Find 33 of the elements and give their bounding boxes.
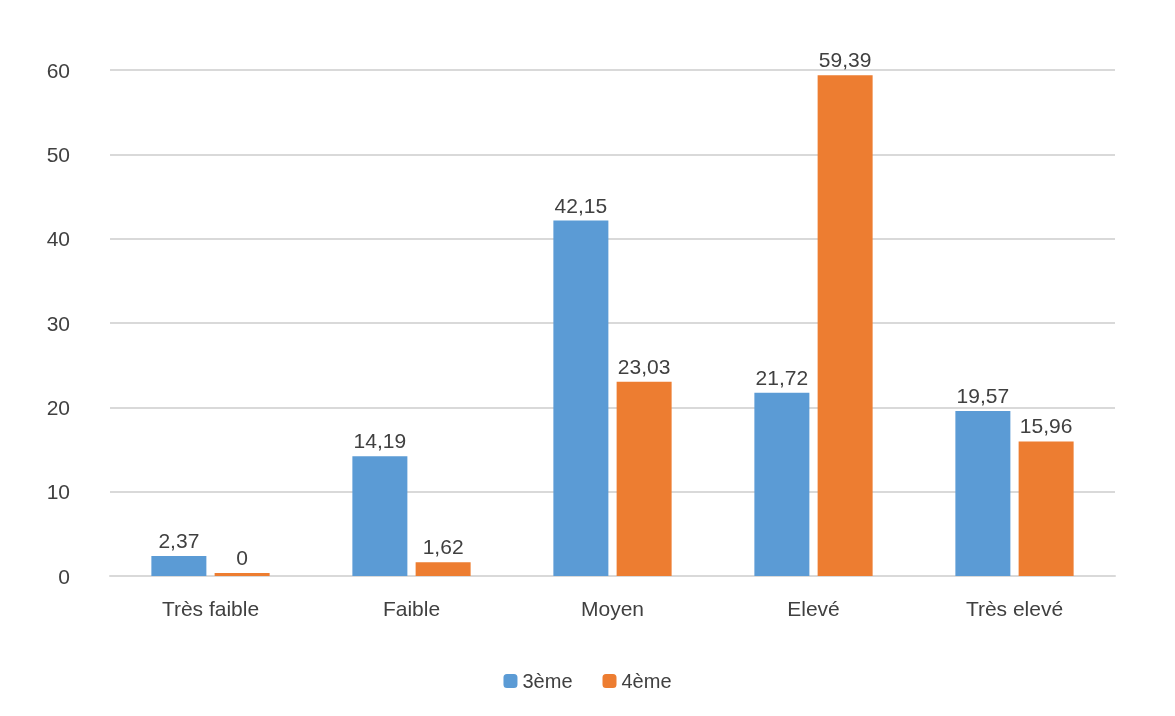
- y-tick-label: 60: [46, 58, 70, 82]
- legend-label: 3ème: [522, 670, 573, 692]
- data-label: 42,15: [554, 193, 608, 217]
- x-tick-label: Très elevé: [965, 597, 1064, 620]
- y-tick-label: 0: [58, 564, 70, 588]
- bar: [754, 392, 810, 576]
- data-label: 2,37: [158, 529, 200, 553]
- y-tick-label: 20: [46, 395, 70, 419]
- x-tick-label: Elevé: [787, 597, 840, 620]
- data-label: 59,39: [818, 48, 872, 72]
- x-tick-label: Moyen: [580, 597, 645, 620]
- x-tick-label: Très faible: [161, 597, 260, 620]
- bar: [616, 381, 672, 576]
- data-label: 23,03: [617, 354, 671, 378]
- data-label: 14,19: [353, 429, 407, 453]
- y-tick-label: 10: [46, 480, 70, 504]
- data-label: 21,72: [755, 365, 809, 389]
- data-label: 19,57: [956, 383, 1010, 407]
- x-tick-label: Faible: [382, 597, 441, 620]
- bar: [817, 75, 873, 576]
- bar: [415, 562, 471, 576]
- y-tick-label: 30: [46, 311, 70, 335]
- data-label: 15,96: [1019, 414, 1073, 438]
- data-label: 1,62: [422, 535, 464, 559]
- bar: [151, 556, 207, 576]
- y-tick-label: 50: [46, 142, 70, 166]
- bar: [352, 456, 408, 576]
- legend-label: 4ème: [621, 670, 672, 692]
- y-tick-label: 40: [46, 227, 70, 251]
- bar: [955, 410, 1011, 576]
- bar: [553, 220, 609, 576]
- bar: [1018, 441, 1074, 576]
- data-label: 0: [236, 546, 248, 569]
